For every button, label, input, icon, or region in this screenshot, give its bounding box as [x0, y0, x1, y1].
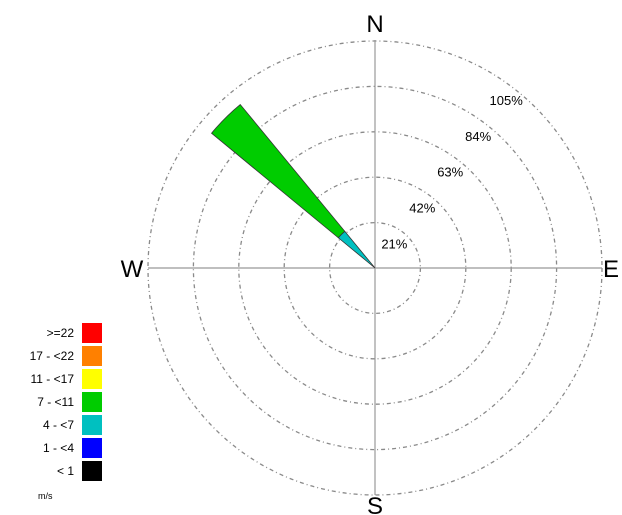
legend-swatch-1: [82, 346, 102, 366]
legend: >=22 17 - <22 11 - <17 7 - <11 4 - <7 1 - <4 <…: [30, 323, 102, 481]
ring-label-2: 42%: [409, 200, 435, 215]
west-label: W: [121, 256, 144, 283]
north-label: N: [366, 11, 383, 38]
ring-label-4: 84%: [465, 129, 491, 144]
ring-label-1: 21%: [381, 236, 407, 251]
legend-swatch-5: [82, 438, 102, 458]
legend-label-6: < 1: [57, 464, 74, 478]
legend-swatch-2: [82, 369, 102, 389]
legend-swatch-0: [82, 323, 102, 343]
legend-unit: m/s: [38, 491, 53, 501]
legend-swatch-6: [82, 461, 102, 481]
legend-label-3: 7 - <11: [37, 395, 74, 409]
east-label: E: [603, 256, 619, 283]
south-label: S: [367, 493, 383, 515]
ring-label-3: 63%: [437, 165, 463, 180]
petal-0-segment-1: [210, 103, 346, 239]
legend-label-1: 17 - <22: [30, 349, 75, 363]
legend-swatch-4: [82, 415, 102, 435]
legend-label-0: >=22: [47, 326, 75, 340]
ring-label-5: 105%: [490, 93, 524, 108]
legend-label-5: 1 - <4: [43, 441, 74, 455]
petal-0-segment-0: [337, 230, 376, 269]
legend-label-4: 4 - <7: [43, 418, 74, 432]
legend-swatch-3: [82, 392, 102, 412]
legend-label-2: 11 - <17: [31, 372, 75, 386]
ring-labels-layer: 21% 42% 63% 84% 105%: [381, 93, 523, 251]
petals-layer: [210, 103, 376, 269]
